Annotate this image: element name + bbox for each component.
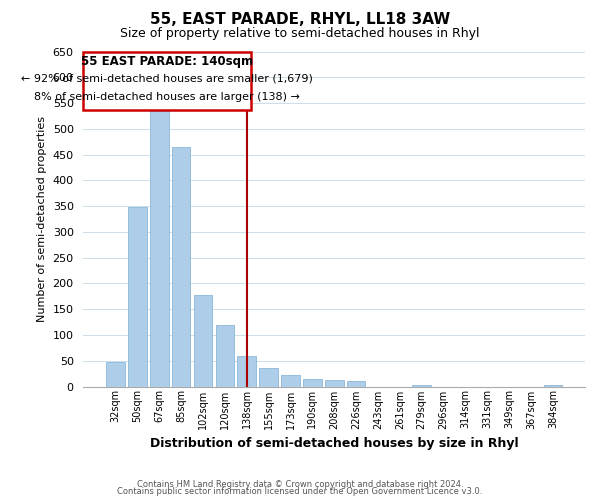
Bar	[303, 380, 322, 386]
Bar	[347, 382, 365, 386]
Bar	[259, 368, 278, 386]
Bar	[194, 295, 212, 386]
Bar	[150, 111, 169, 386]
Bar	[215, 325, 234, 386]
Text: 8% of semi-detached houses are larger (138) →: 8% of semi-detached houses are larger (1…	[34, 92, 300, 102]
FancyBboxPatch shape	[83, 52, 251, 110]
Bar	[281, 375, 300, 386]
Text: Contains HM Land Registry data © Crown copyright and database right 2024.: Contains HM Land Registry data © Crown c…	[137, 480, 463, 489]
Text: ← 92% of semi-detached houses are smaller (1,679): ← 92% of semi-detached houses are smalle…	[21, 74, 313, 84]
Bar	[544, 385, 562, 386]
Bar	[172, 147, 190, 386]
Bar	[238, 356, 256, 386]
Text: Size of property relative to semi-detached houses in Rhyl: Size of property relative to semi-detach…	[120, 28, 480, 40]
Y-axis label: Number of semi-detached properties: Number of semi-detached properties	[37, 116, 47, 322]
Text: 55, EAST PARADE, RHYL, LL18 3AW: 55, EAST PARADE, RHYL, LL18 3AW	[150, 12, 450, 28]
X-axis label: Distribution of semi-detached houses by size in Rhyl: Distribution of semi-detached houses by …	[150, 437, 518, 450]
Text: Contains public sector information licensed under the Open Government Licence v3: Contains public sector information licen…	[118, 487, 482, 496]
Text: 55 EAST PARADE: 140sqm: 55 EAST PARADE: 140sqm	[81, 55, 253, 68]
Bar	[325, 380, 344, 386]
Bar	[106, 362, 125, 386]
Bar	[128, 207, 146, 386]
